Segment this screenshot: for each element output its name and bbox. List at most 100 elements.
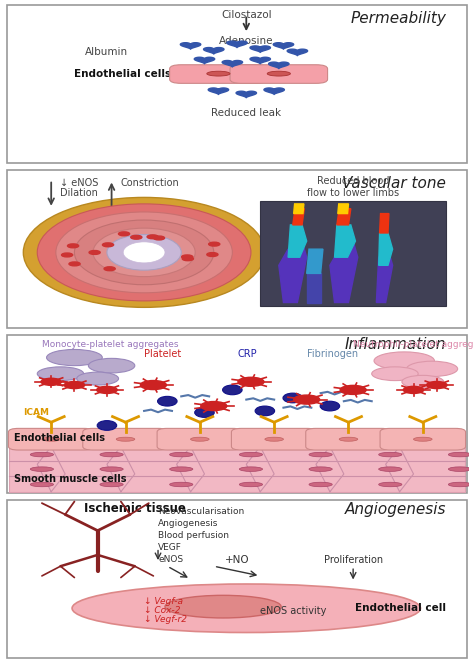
Polygon shape: [293, 209, 304, 225]
Polygon shape: [208, 88, 228, 94]
Ellipse shape: [407, 361, 457, 377]
Circle shape: [41, 378, 62, 385]
FancyBboxPatch shape: [230, 65, 328, 83]
FancyBboxPatch shape: [380, 428, 465, 450]
FancyBboxPatch shape: [260, 201, 446, 306]
Text: Angiogenesis: Angiogenesis: [345, 502, 446, 517]
Ellipse shape: [402, 376, 444, 388]
Ellipse shape: [239, 467, 263, 471]
Polygon shape: [287, 49, 308, 55]
Polygon shape: [250, 57, 271, 63]
Circle shape: [238, 378, 264, 386]
Ellipse shape: [23, 197, 265, 308]
Ellipse shape: [283, 393, 302, 403]
FancyBboxPatch shape: [306, 428, 391, 450]
Text: +NO: +NO: [225, 555, 249, 565]
Text: ICAM: ICAM: [23, 408, 49, 417]
Polygon shape: [236, 91, 256, 98]
FancyBboxPatch shape: [7, 5, 467, 164]
Ellipse shape: [379, 452, 402, 457]
Polygon shape: [180, 43, 201, 49]
Text: Blood perfusion: Blood perfusion: [158, 531, 229, 540]
Text: eNOS activity: eNOS activity: [260, 607, 326, 616]
Text: Inflammation: Inflammation: [345, 337, 446, 352]
Text: Smooth muscle cells: Smooth muscle cells: [14, 474, 127, 484]
Ellipse shape: [372, 367, 418, 381]
FancyBboxPatch shape: [231, 428, 317, 450]
Text: Permeability: Permeability: [350, 11, 446, 26]
Circle shape: [294, 395, 319, 404]
Ellipse shape: [165, 595, 281, 618]
Ellipse shape: [413, 437, 432, 442]
Ellipse shape: [223, 385, 242, 395]
Polygon shape: [269, 62, 289, 69]
Text: Reduced leak: Reduced leak: [211, 108, 282, 118]
Polygon shape: [288, 225, 307, 257]
Ellipse shape: [239, 452, 263, 457]
FancyBboxPatch shape: [157, 428, 243, 450]
Text: Constriction: Constriction: [121, 178, 180, 188]
Ellipse shape: [30, 452, 54, 457]
Polygon shape: [330, 241, 358, 302]
Polygon shape: [264, 88, 284, 94]
Ellipse shape: [239, 482, 263, 487]
Polygon shape: [250, 46, 271, 52]
Ellipse shape: [157, 397, 177, 406]
Ellipse shape: [100, 482, 123, 487]
Ellipse shape: [100, 467, 123, 471]
Ellipse shape: [170, 452, 193, 457]
Ellipse shape: [77, 372, 118, 385]
Circle shape: [182, 257, 193, 261]
Circle shape: [104, 267, 115, 271]
Text: ↓ Cox-2: ↓ Cox-2: [144, 606, 181, 615]
Text: Monocyte-platelet aggregates: Monocyte-platelet aggregates: [42, 340, 178, 348]
Ellipse shape: [309, 467, 332, 471]
Circle shape: [201, 401, 227, 411]
Ellipse shape: [93, 228, 195, 277]
Ellipse shape: [42, 437, 61, 442]
Text: Fibrinogen: Fibrinogen: [307, 350, 358, 360]
Ellipse shape: [379, 482, 402, 487]
Circle shape: [67, 244, 79, 248]
Ellipse shape: [170, 482, 193, 487]
Text: CRP: CRP: [237, 350, 256, 360]
Polygon shape: [227, 41, 247, 48]
Circle shape: [64, 381, 85, 389]
Polygon shape: [379, 233, 392, 265]
Circle shape: [209, 242, 220, 246]
Circle shape: [131, 236, 142, 239]
Text: Vascular tone: Vascular tone: [342, 176, 446, 191]
Text: Neutrophil-platelet aggregates: Neutrophil-platelet aggregates: [353, 340, 474, 348]
Ellipse shape: [320, 401, 340, 411]
Polygon shape: [337, 209, 351, 225]
Circle shape: [89, 251, 100, 254]
Ellipse shape: [107, 234, 181, 270]
Ellipse shape: [448, 482, 472, 487]
Polygon shape: [335, 225, 356, 257]
Polygon shape: [307, 249, 323, 273]
Polygon shape: [380, 214, 389, 233]
Ellipse shape: [116, 437, 135, 442]
Circle shape: [118, 232, 129, 236]
FancyBboxPatch shape: [7, 335, 467, 494]
Text: Proliferation: Proliferation: [324, 555, 383, 565]
Ellipse shape: [379, 467, 402, 471]
Ellipse shape: [56, 212, 232, 293]
Circle shape: [207, 253, 218, 257]
FancyBboxPatch shape: [9, 428, 94, 450]
Ellipse shape: [265, 437, 283, 442]
Text: Ischemic tissue: Ischemic tissue: [84, 502, 186, 515]
Text: Adenosine: Adenosine: [219, 36, 273, 46]
Circle shape: [140, 381, 166, 389]
Text: Albumin: Albumin: [85, 47, 128, 57]
Ellipse shape: [37, 367, 84, 381]
FancyBboxPatch shape: [170, 65, 267, 83]
Ellipse shape: [72, 584, 420, 632]
Ellipse shape: [170, 467, 193, 471]
Text: Reduced blood
flow to lower limbs: Reduced blood flow to lower limbs: [307, 176, 399, 198]
Ellipse shape: [100, 452, 123, 457]
Ellipse shape: [123, 242, 165, 263]
Polygon shape: [279, 241, 307, 302]
FancyBboxPatch shape: [9, 446, 465, 492]
Ellipse shape: [195, 408, 214, 417]
